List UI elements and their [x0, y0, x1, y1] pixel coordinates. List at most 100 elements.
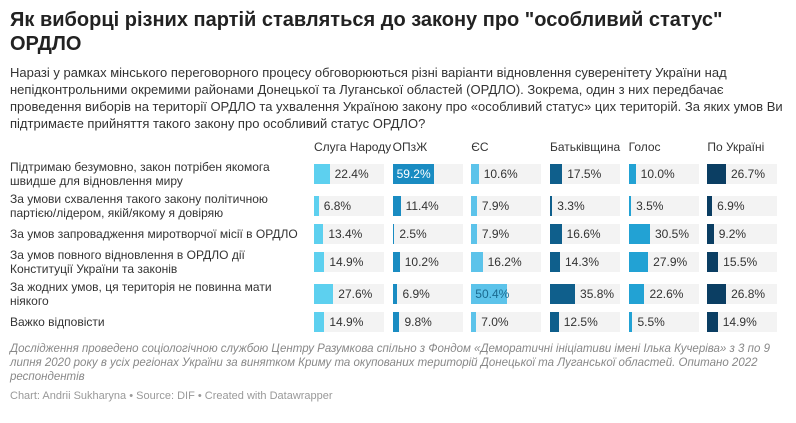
- bar-background: 2.5%: [392, 224, 463, 244]
- column-header[interactable]: Голос: [628, 140, 661, 154]
- value-label: 6.8%: [323, 199, 352, 213]
- table-cell: 9.2%: [707, 222, 786, 246]
- table-row: Підтримаю безумовно, закон потрібен яком…: [10, 158, 786, 190]
- bar-background: 22.4%: [313, 164, 384, 184]
- row-label: Підтримаю безумовно, закон потрібен яком…: [10, 160, 270, 188]
- table-cell: 10.6%: [471, 158, 550, 190]
- row-label: Важко відповісти: [10, 315, 105, 329]
- bar-background: 11.4%: [392, 196, 463, 216]
- bar-background: 7.9%: [471, 196, 542, 216]
- value-label: 13.4%: [328, 227, 363, 241]
- bar-background: 26.7%: [707, 164, 778, 184]
- bar: [392, 252, 400, 272]
- table-cell: 6.9%: [392, 278, 472, 310]
- row-label: За умов запровадження миротворчої місії …: [10, 227, 298, 241]
- value-label: 10.6%: [483, 167, 518, 181]
- bar: [549, 164, 563, 184]
- value-label: 16.6%: [566, 227, 601, 241]
- table-cell: 16.2%: [471, 246, 550, 278]
- value-label: 11.4%: [405, 199, 439, 213]
- table-cell: 14.3%: [549, 246, 629, 278]
- value-label: 50.4%: [475, 287, 510, 301]
- bar: [549, 224, 562, 244]
- bar: [471, 284, 507, 304]
- table-cell: 14.9%: [313, 310, 393, 334]
- table-row: За умови схвалення такого закону політич…: [10, 190, 786, 222]
- column-header[interactable]: ЄС: [471, 140, 489, 154]
- bar-background: 7.9%: [471, 224, 542, 244]
- bar: [392, 284, 398, 304]
- bar: [392, 164, 435, 184]
- column-header[interactable]: По Україні: [707, 140, 765, 154]
- bar-background: 10.6%: [471, 164, 542, 184]
- value-label: 10.2%: [404, 255, 439, 269]
- bar: [471, 312, 477, 332]
- bar-background: 3.3%: [549, 196, 620, 216]
- table-cell: 11.4%: [392, 190, 472, 222]
- bar: [628, 164, 636, 184]
- data-table: Слуга Народу ОПзЖ ЄС Батьківщина Голос По Укр…: [10, 140, 786, 334]
- value-label: 15.5%: [723, 255, 758, 269]
- value-label: 10.0%: [640, 167, 675, 181]
- bar: [392, 224, 395, 244]
- bar-background: 3.5%: [628, 196, 699, 216]
- value-label: 35.8%: [580, 287, 615, 301]
- value-label: 12.5%: [563, 315, 598, 329]
- table-cell: 5.5%: [628, 310, 708, 334]
- table-row: Важко відповісти 14.9% 9.8% 7.0% 12.5% 5.5% 14…: [10, 310, 786, 334]
- table-cell: 7.0%: [471, 310, 550, 334]
- bar-background: 14.9%: [313, 312, 384, 332]
- table-cell: 6.9%: [707, 190, 786, 222]
- table-cell: 7.9%: [471, 222, 550, 246]
- column-header[interactable]: Батьківщина: [549, 140, 621, 154]
- table-cell: 9.8%: [392, 310, 472, 334]
- chart-source: Chart: Andrii Sukharyna • Source: DIF • …: [10, 390, 333, 402]
- value-label: 59.2%: [396, 167, 431, 181]
- bar-background: 13.4%: [313, 224, 384, 244]
- table-cell: 17.5%: [549, 158, 629, 190]
- row-label: За умов повного відновлення в ОРДЛО дії …: [10, 248, 245, 276]
- bar-background: 35.8%: [549, 284, 620, 304]
- chart-title: Як виборці різних партій ставляться до з…: [10, 9, 723, 55]
- bar-background: 5.5%: [628, 312, 699, 332]
- value-label: 7.0%: [481, 315, 509, 329]
- bar: [707, 224, 714, 244]
- bar-background: 7.0%: [471, 312, 542, 332]
- table-cell: 22.4%: [313, 158, 393, 190]
- table-cell: 16.6%: [549, 222, 629, 246]
- bar: [313, 224, 324, 244]
- value-label: 6.9%: [402, 287, 430, 301]
- table-row: За умов повного відновлення в ОРДЛО дії …: [10, 246, 786, 278]
- column-header[interactable]: ОПзЖ: [392, 140, 428, 154]
- bar: [549, 252, 560, 272]
- bar: [392, 196, 401, 216]
- bar-background: 14.9%: [313, 252, 384, 272]
- bar: [313, 284, 334, 304]
- bar-background: 17.5%: [549, 164, 620, 184]
- bar-background: 16.6%: [549, 224, 620, 244]
- table-cell: 7.9%: [471, 190, 550, 222]
- value-label: 26.8%: [731, 287, 766, 301]
- column-header[interactable]: Слуга Народу: [313, 140, 392, 154]
- bar-background: 14.3%: [549, 252, 620, 272]
- table-row: За жодних умов, ця територія не повинна …: [10, 278, 786, 310]
- table-cell: 2.5%: [392, 222, 472, 246]
- table-cell: 26.7%: [707, 158, 786, 190]
- bar-background: 27.9%: [628, 252, 699, 272]
- table-row: За умов запровадження миротворчої місії …: [10, 222, 786, 246]
- bar: [707, 196, 713, 216]
- bar-background: 10.2%: [392, 252, 463, 272]
- table-cell: 59.2%: [392, 158, 472, 190]
- table-cell: 14.9%: [707, 310, 786, 334]
- bar: [471, 196, 477, 216]
- bar: [707, 284, 727, 304]
- table-cell: 30.5%: [628, 222, 708, 246]
- value-label: 3.5%: [636, 199, 664, 213]
- value-label: 14.9%: [329, 315, 364, 329]
- value-label: 16.2%: [487, 255, 522, 269]
- bar: [628, 224, 650, 244]
- table-cell: 50.4%: [471, 278, 550, 310]
- table-cell: 13.4%: [313, 222, 393, 246]
- bar: [549, 284, 576, 304]
- bar-background: 6.8%: [313, 196, 384, 216]
